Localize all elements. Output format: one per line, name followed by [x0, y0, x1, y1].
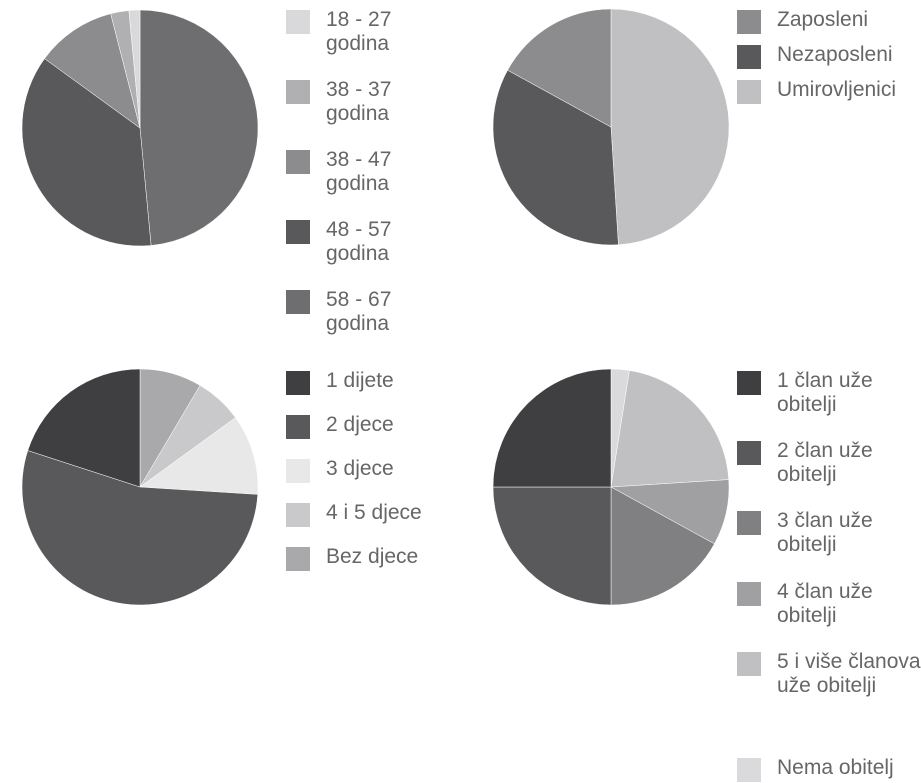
pie-chart-employment — [492, 8, 730, 246]
legend-swatch — [737, 80, 761, 104]
pie-slice-family-2-clan-uze-obitelji — [492, 486, 612, 606]
legend-swatch — [286, 503, 310, 527]
pie-chart-family — [492, 368, 730, 606]
legend-label: Nema obitelj — [777, 756, 894, 779]
legend-swatch — [286, 10, 310, 34]
legend-label: 38 - 47 godina — [326, 148, 392, 195]
legend-swatch — [737, 652, 761, 676]
legend-swatch — [737, 582, 761, 606]
legend-swatch — [737, 758, 761, 782]
legend-swatch — [286, 415, 310, 439]
legend-label: 3 član uže obitelji — [777, 509, 873, 556]
legend-swatch — [286, 290, 310, 314]
legend-label: 48 - 57 godina — [326, 218, 392, 265]
pie-slice-children-2-djece — [21, 450, 259, 606]
legend-age: 18 - 27 godina 38 - 37 godina 38 - 47 godi… — [286, 8, 416, 340]
pie-slice-children-1-dijete — [27, 368, 141, 488]
legend-label: 2 djece — [326, 413, 394, 436]
legend-label: Bez djece — [326, 545, 419, 568]
legend-swatch — [286, 547, 310, 571]
legend-swatch — [737, 511, 761, 535]
legend-label: Nezaposleni — [777, 43, 893, 66]
legend-swatch — [286, 459, 310, 483]
pie-slice-age-38-47-godina — [44, 13, 141, 129]
legend-label: 4 i 5 djece — [326, 501, 422, 524]
legend-swatch — [737, 45, 761, 69]
legend-label: 1 član uže obitelji — [777, 369, 873, 416]
pie-slice-family-1-clan-uze-obitelji — [492, 368, 612, 488]
legend-swatch — [286, 80, 310, 104]
pie-slice-employment-zaposleni — [507, 8, 612, 128]
pie-slice-employment-umirovljenici — [610, 8, 730, 246]
legend-label: 2 član uže obitelji — [777, 439, 873, 486]
legend-swatch — [286, 220, 310, 244]
legend-label: Umirovljenici — [777, 78, 897, 101]
legend-label: 18 - 27 godina — [326, 8, 392, 55]
legend-swatch — [737, 10, 761, 34]
pie-chart-children — [21, 368, 259, 606]
legend-swatch — [737, 441, 761, 465]
legend-label: Zaposleni — [777, 8, 869, 31]
pie-chart-age — [21, 9, 259, 247]
legend-label: 1 dijete — [326, 369, 394, 392]
pie-slice-family-5-i-vise-clanova-uze-obitelji — [610, 370, 730, 488]
pie-slice-age-58-67-godina — [139, 9, 259, 246]
legend-label: 5 i više članova uže obitelji — [777, 650, 921, 697]
legend-swatch — [286, 371, 310, 395]
legend-employment: Zaposleni Nezaposleni Umirovljenici — [737, 8, 921, 120]
pie-slice-age-48-57-godina — [21, 58, 152, 247]
legend-label: 3 djece — [326, 457, 394, 480]
legend-family: 1 član uže obitelji 2 član uže obitelji 3 … — [737, 369, 921, 783]
legend-label: 38 - 37 godina — [326, 78, 392, 125]
legend-label: 58 - 67 godina — [326, 288, 392, 335]
legend-swatch — [737, 371, 761, 395]
pie-slice-age-18-27-godina — [128, 9, 141, 129]
legend-swatch — [286, 150, 310, 174]
legend-label: 4 član uže obitelji — [777, 580, 873, 627]
pie-slice-family-3-clan-uze-obitelji — [610, 486, 715, 606]
pie-slice-children-3-djece — [139, 417, 259, 495]
legend-children: 1 dijete 2 djece 3 djece 4 i 5 djece Bez dje… — [286, 369, 456, 581]
